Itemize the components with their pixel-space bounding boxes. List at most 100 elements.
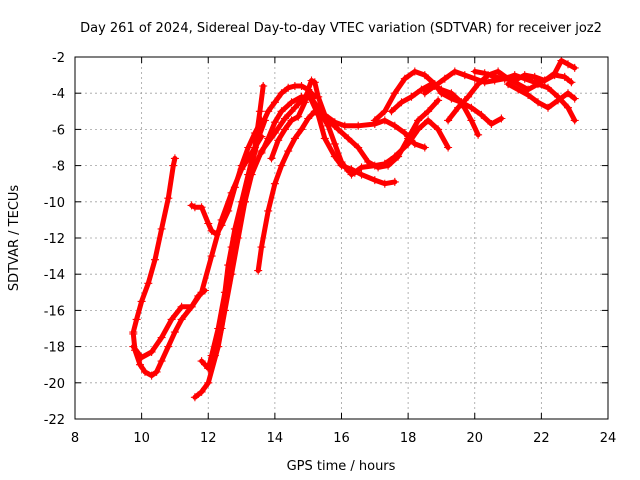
series-track-17 — [470, 56, 579, 85]
data-point-plus-marker — [354, 121, 363, 130]
data-point-plus-marker — [434, 125, 443, 134]
data-point-plus-marker — [297, 92, 306, 101]
data-point-plus-marker — [257, 121, 266, 130]
data-point-plus-marker — [370, 161, 379, 170]
axis-ticks: 8 10 12 14 16 18 20 22 24 -2 -4 -6 -8 -10 -12 -14 -16 -18… — [44, 51, 617, 446]
data-point-plus-marker — [380, 179, 389, 188]
data-point-plus-marker — [510, 76, 519, 85]
data-point-plus-marker — [137, 353, 146, 362]
data-point-plus-marker — [147, 371, 156, 380]
data-point-plus-marker — [280, 125, 289, 134]
data-point-plus-marker — [310, 92, 319, 101]
data-point-plus-marker — [207, 226, 216, 235]
data-point-plus-marker — [297, 125, 306, 134]
series-line — [259, 94, 441, 170]
data-point-plus-marker — [500, 74, 509, 83]
data-point-plus-marker — [477, 110, 486, 119]
x-tick-label: 22 — [533, 431, 550, 446]
data-point-plus-marker — [324, 116, 333, 125]
data-point-plus-marker — [164, 194, 173, 203]
series-track-8 — [254, 107, 359, 275]
data-point-plus-marker — [314, 103, 323, 112]
data-point-plus-marker — [390, 89, 399, 98]
data-point-plus-marker — [277, 161, 286, 170]
data-point-plus-marker — [424, 107, 433, 116]
data-point-plus-marker — [410, 67, 419, 76]
data-point-plus-marker — [132, 315, 141, 324]
data-point-plus-marker — [544, 83, 552, 92]
series-track-3 — [129, 132, 266, 362]
data-point-plus-marker — [400, 129, 409, 137]
data-point-plus-marker — [290, 103, 299, 112]
y-tick-label: -22 — [44, 413, 65, 428]
data-point-plus-marker — [504, 80, 513, 89]
data-point-plus-marker — [380, 159, 389, 168]
data-point-plus-marker — [137, 297, 146, 306]
data-point-plus-marker — [420, 143, 429, 152]
data-point-plus-marker — [151, 255, 159, 264]
x-tick-label: 20 — [466, 431, 483, 446]
series-line — [505, 81, 578, 111]
data-point-plus-marker — [217, 221, 226, 230]
data-point-plus-marker — [464, 92, 473, 101]
data-point-plus-marker — [564, 89, 572, 98]
data-point-plus-marker — [287, 116, 296, 125]
series-track-18 — [504, 80, 579, 112]
data-point-plus-marker — [304, 85, 313, 94]
data-point-plus-marker — [224, 279, 233, 288]
data-point-plus-marker — [197, 387, 206, 396]
data-point-plus-marker — [224, 206, 233, 215]
data-point-plus-marker — [444, 143, 453, 152]
data-point-plus-marker — [570, 116, 579, 125]
data-point-plus-marker — [227, 252, 236, 261]
data-point-plus-marker — [380, 107, 389, 116]
data-point-plus-marker — [440, 74, 449, 83]
data-point-plus-marker — [136, 360, 144, 369]
data-point-plus-marker — [467, 103, 476, 112]
data-point-plus-marker — [157, 333, 166, 342]
data-point-plus-marker — [557, 56, 566, 65]
data-point-plus-marker — [304, 114, 313, 123]
x-tick-label: 10 — [133, 431, 150, 446]
data-point-plus-marker — [494, 67, 503, 76]
y-tick-label: -12 — [44, 232, 65, 247]
series-line — [130, 155, 178, 335]
data-point-plus-marker — [390, 121, 399, 130]
data-point-plus-marker — [447, 89, 456, 98]
data-point-plus-marker — [390, 177, 399, 186]
data-point-plus-marker — [207, 252, 216, 261]
data-point-plus-marker — [410, 139, 419, 148]
data-point-plus-marker — [454, 103, 463, 112]
data-point-plus-marker — [390, 152, 399, 161]
data-point-plus-marker — [550, 69, 559, 78]
data-point-plus-marker — [284, 83, 293, 92]
data-point-plus-marker — [297, 82, 306, 90]
data-point-plus-marker — [417, 85, 426, 94]
data-point-plus-marker — [387, 107, 396, 116]
y-tick-label: -20 — [44, 377, 65, 392]
data-point-plus-marker — [514, 85, 523, 94]
data-point-plus-marker — [217, 324, 226, 333]
data-point-plus-marker — [141, 367, 149, 376]
data-point-plus-marker — [254, 134, 263, 143]
chart-title: Day 261 of 2024, Sidereal Day-to-day VTE… — [80, 21, 602, 36]
series-track-10 — [257, 92, 443, 172]
data-point-plus-marker — [212, 230, 221, 239]
x-tick-label: 16 — [333, 431, 350, 446]
data-point-plus-marker — [564, 103, 572, 112]
x-tick-label: 12 — [200, 431, 217, 446]
series-line — [472, 58, 578, 83]
data-point-plus-marker — [264, 134, 273, 143]
series-track-1 — [129, 154, 179, 337]
data-point-plus-marker — [157, 357, 166, 366]
data-point-plus-marker — [474, 130, 483, 139]
series-track-4 — [187, 116, 266, 239]
data-point-plus-marker — [420, 71, 429, 80]
data-point-plus-marker — [310, 107, 319, 116]
data-point-plus-marker — [197, 357, 206, 366]
data-point-plus-marker — [450, 67, 459, 76]
x-tick-label: 14 — [267, 431, 284, 446]
data-point-plus-marker — [430, 82, 439, 90]
data-point-plus-marker — [380, 116, 389, 125]
data-point-plus-marker — [210, 351, 219, 360]
